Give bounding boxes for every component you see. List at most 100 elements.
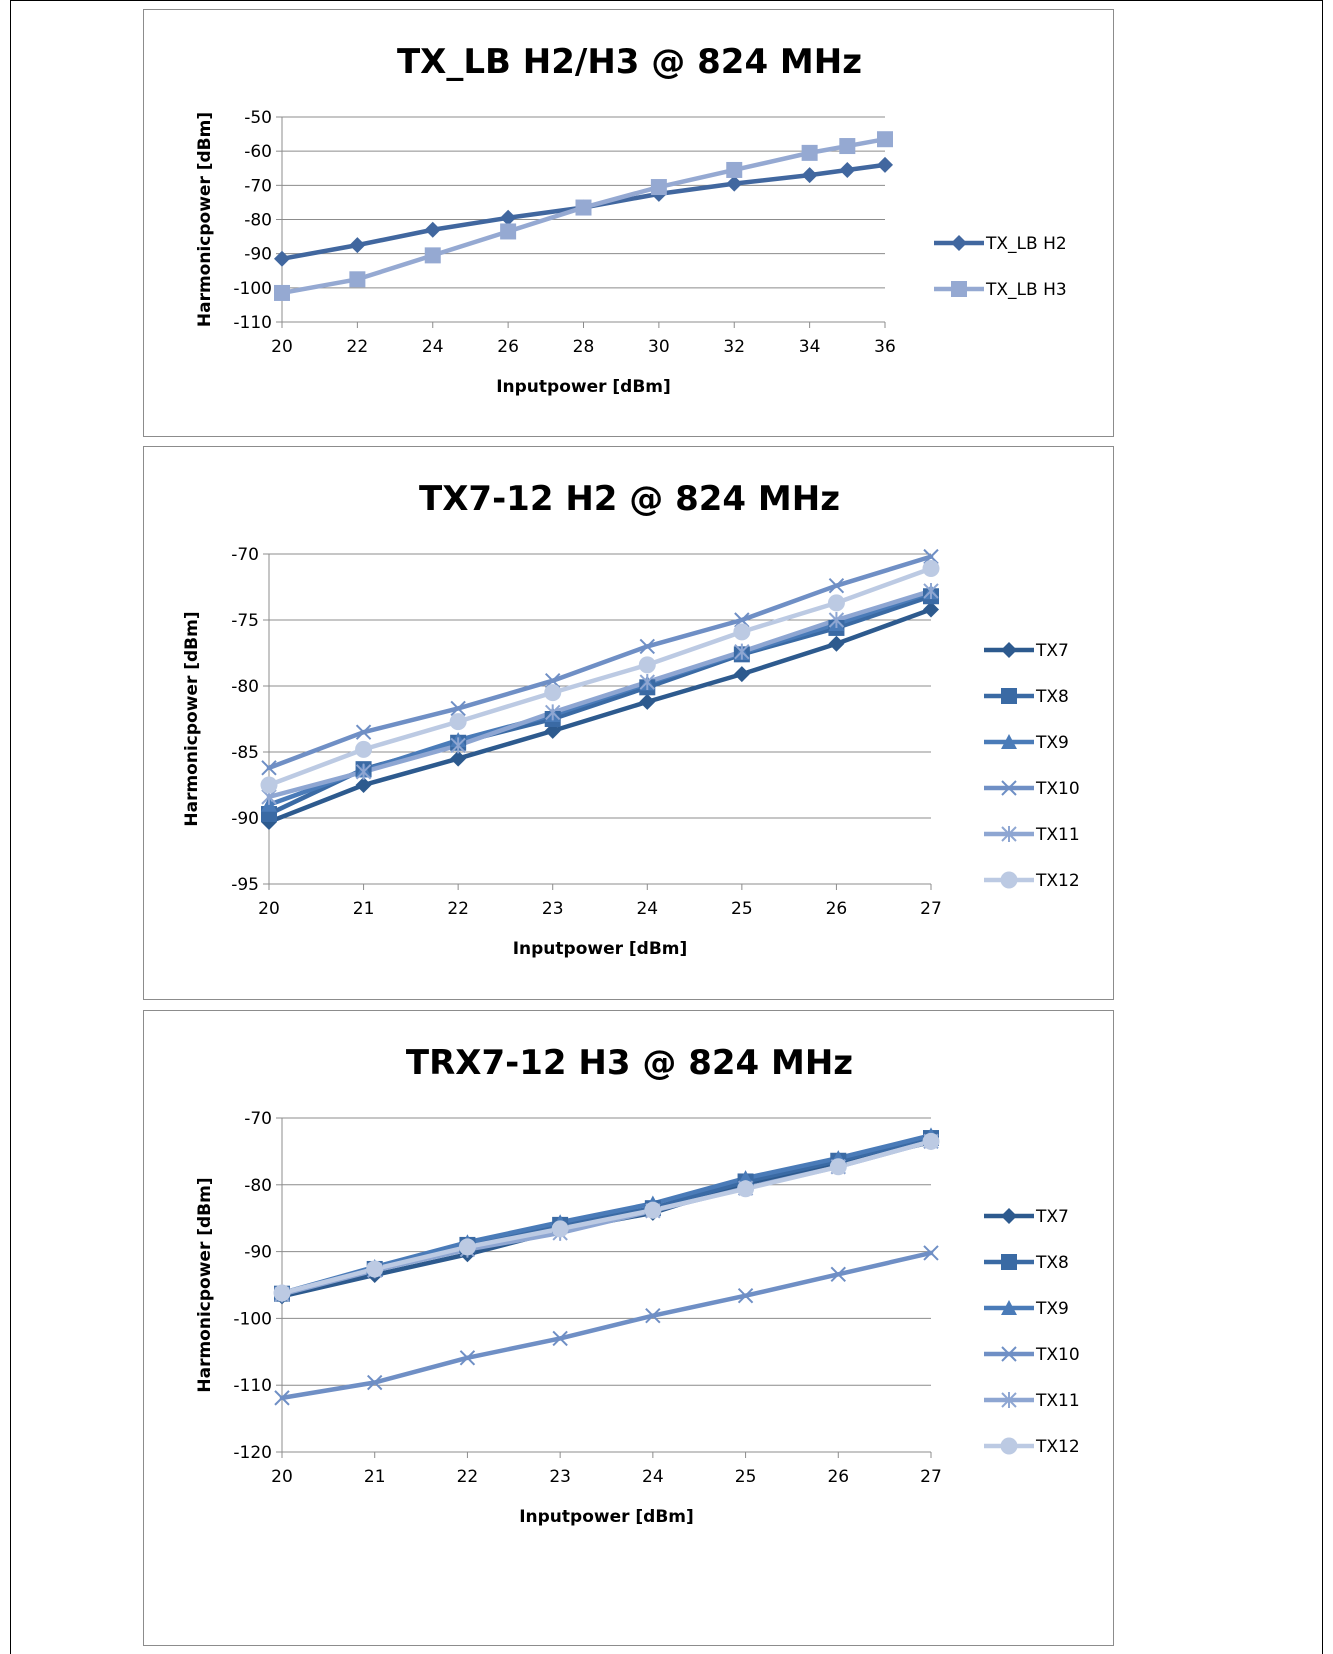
data-point-tx-lb-h3 <box>575 199 592 216</box>
legend-item-tx-lb-h3: TX_LB H3 <box>934 280 1067 300</box>
data-point-tx-lb-h3 <box>424 247 441 264</box>
y-axis-label: Harmonicpower [dBm] <box>195 1177 215 1392</box>
y-tick-label: -60 <box>244 142 272 162</box>
legend-label: TX9 <box>1035 733 1069 753</box>
data-point-tx12 <box>827 594 845 612</box>
data-point-tx-lb-h3 <box>274 284 290 301</box>
chart-panel-trx7-12-h3: TRX7-12 H3 @ 824 MHz -120 -110 -100 -90 -80 -7… <box>143 1010 1114 1646</box>
legend-marker-tx-lb-h3 <box>951 281 967 297</box>
data-point-tx10 <box>355 724 372 740</box>
series-line-tx-lb-h2 <box>279 162 888 262</box>
data-point-tx10 <box>645 1308 661 1324</box>
data-point-tx12 <box>922 560 940 578</box>
data-point-tx11 <box>450 737 466 754</box>
legend-marker-tx12 <box>1000 1437 1018 1455</box>
x-tick-label: 26 <box>826 899 848 919</box>
y-tick-label: -75 <box>231 611 259 631</box>
x-axis-label: Inputpower [dBm] <box>513 939 688 959</box>
legend-item-tx7: TX7 <box>984 1207 1069 1227</box>
data-point-tx10 <box>923 1245 939 1261</box>
data-point-tx11 <box>639 674 655 691</box>
data-point-tx-lb-h2 <box>274 250 290 267</box>
legend-marker-tx-lb-h2 <box>951 235 967 251</box>
legend-item-tx8: TX8 <box>984 1253 1069 1273</box>
data-point-tx11 <box>545 704 561 721</box>
data-point-tx12 <box>355 740 373 758</box>
x-tick-label: 26 <box>497 337 519 357</box>
legend-item-tx11: TX11 <box>984 825 1080 845</box>
legend-item-tx9: TX9 <box>984 733 1069 753</box>
x-tick-label: 27 <box>920 899 942 919</box>
legend-item-tx7: TX7 <box>984 641 1069 661</box>
y-tick-label: -110 <box>233 313 272 333</box>
x-axis-label: Inputpower [dBm] <box>519 1507 694 1527</box>
data-point-tx10 <box>367 1374 383 1391</box>
data-point-tx12 <box>449 713 467 731</box>
data-point-tx11 <box>828 612 845 628</box>
series-markers-tx-lb-h2 <box>274 156 893 267</box>
data-point-tx-lb-h2 <box>839 161 856 178</box>
legend-marker-tx11 <box>1001 1392 1017 1408</box>
data-point-tx12 <box>733 623 751 641</box>
y-tick-label: -70 <box>244 1109 272 1129</box>
y-tick-label: -120 <box>233 1443 272 1463</box>
data-point-tx-lb-h2 <box>349 237 366 254</box>
y-tick-label: -70 <box>244 176 272 196</box>
data-point-tx10 <box>261 760 277 776</box>
chart-title: TX_LB H2/H3 @ 824 MHz <box>397 42 862 82</box>
data-point-tx10 <box>830 1266 846 1283</box>
x-tick-label: 20 <box>258 899 280 919</box>
data-point-tx10 <box>274 1390 290 1406</box>
y-tick-label: -90 <box>244 1243 272 1263</box>
legend-marker-tx11 <box>1001 826 1017 842</box>
data-point-tx-lb-h2 <box>424 221 441 238</box>
x-tick-label: 23 <box>542 899 564 919</box>
data-point-tx12 <box>544 684 562 702</box>
y-tick-label: -95 <box>231 875 259 895</box>
legend-item-tx-lb-h2: TX_LB H2 <box>934 234 1067 254</box>
legend-label: TX12 <box>1035 1437 1080 1457</box>
legend-label: TX_LB H2 <box>985 234 1067 254</box>
legend-item-tx10: TX10 <box>984 779 1080 799</box>
x-tick-label: 21 <box>353 899 375 919</box>
data-point-tx7 <box>923 601 939 618</box>
legend-item-tx12: TX12 <box>984 1437 1080 1457</box>
data-point-tx10 <box>737 1287 754 1304</box>
legend-label: TX10 <box>1035 1345 1080 1365</box>
chart-panel-tx7-12-h2: TX7-12 H2 @ 824 MHz -95 -90 -85 -80 -75 -70 20 2… <box>143 446 1114 1000</box>
chart-tx7-12-h2: TX7-12 H2 @ 824 MHz -95 -90 -85 -80 -75 -70 20 2… <box>182 479 1080 959</box>
x-tick-label: 36 <box>874 337 896 357</box>
x-tick-label: 23 <box>549 1467 571 1487</box>
legend-marker-tx7 <box>1001 642 1017 658</box>
legend-marker-tx9 <box>1001 734 1017 749</box>
series-markers-tx12 <box>273 1132 940 1302</box>
legend-label: TX10 <box>1035 779 1080 799</box>
x-tick-label: 25 <box>731 899 753 919</box>
chart-title: TRX7-12 H3 @ 824 MHz <box>406 1043 853 1083</box>
legend-marker-tx10 <box>1001 1346 1017 1362</box>
data-point-tx10 <box>450 700 466 717</box>
series-line-tx10 <box>279 1250 934 1401</box>
x-tick-label: 24 <box>636 899 658 919</box>
y-tick-label: -85 <box>231 743 259 763</box>
x-tick-label: 25 <box>735 1467 757 1487</box>
legend-item-tx12: TX12 <box>984 871 1080 891</box>
data-point-tx-lb-h3 <box>650 179 667 196</box>
legend-label: TX12 <box>1035 871 1080 891</box>
series-markers-tx11 <box>261 582 939 805</box>
x-tick-label: 22 <box>447 899 469 919</box>
data-point-tx7 <box>828 635 845 652</box>
x-tick-label: 22 <box>347 337 369 357</box>
y-tick-label: -80 <box>231 677 259 697</box>
x-tick-label: 20 <box>271 1467 293 1487</box>
series-markers-tx12 <box>260 560 940 794</box>
y-tick-label: -50 <box>244 108 272 128</box>
series-line-tx-lb-h3 <box>279 136 888 296</box>
legend-label: TX_LB H3 <box>985 280 1067 300</box>
data-point-tx10 <box>545 673 561 689</box>
data-point-tx7 <box>355 777 372 793</box>
data-point-tx12 <box>458 1238 476 1256</box>
page-frame <box>10 0 1323 1654</box>
y-tick-label: -90 <box>231 809 259 829</box>
y-tick-label: -80 <box>244 1176 272 1196</box>
